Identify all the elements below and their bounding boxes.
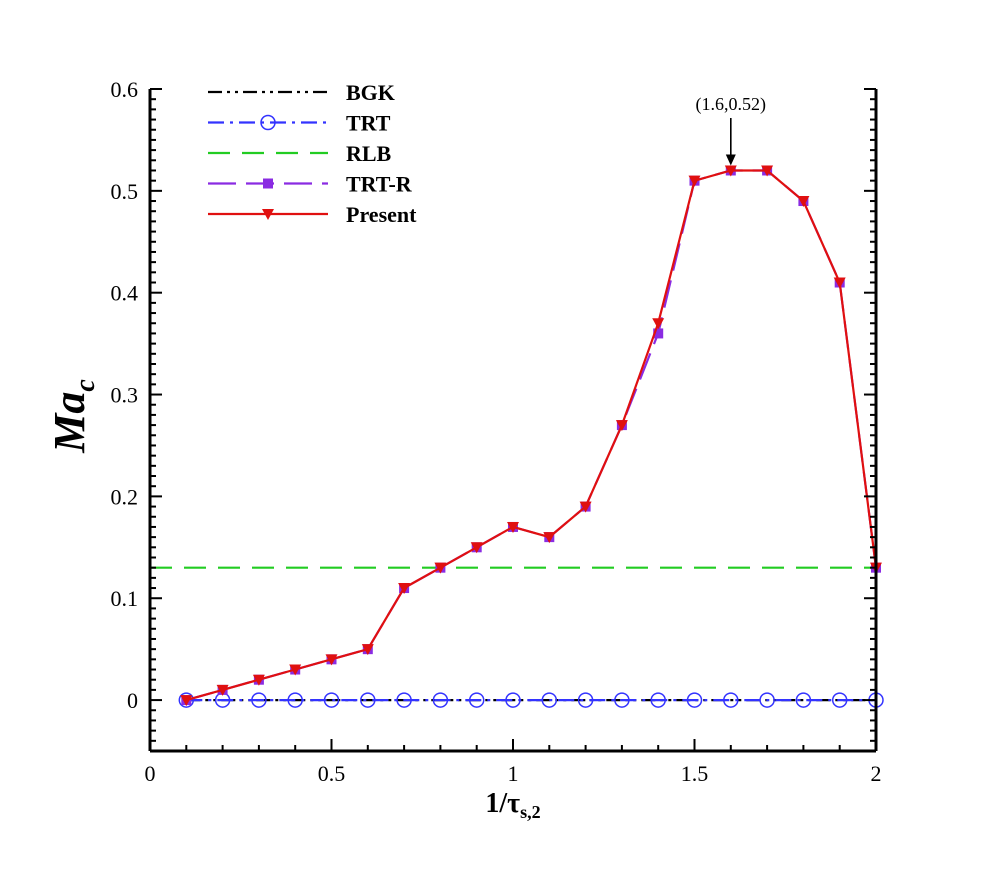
y-tick-label: 0.2 [111, 484, 139, 509]
legend-entry-present: Present [208, 202, 417, 227]
data-point [361, 644, 374, 656]
x-axis-title: 1/τs,2 [485, 788, 540, 822]
annotation-label: (1.6,0.52) [696, 94, 767, 115]
legend-marker [260, 114, 276, 131]
data-point [831, 692, 848, 708]
axes: 0 0.5 1 1.5 2 0 0.1 0.2 0.3 0.4 0.5 0.6 [111, 77, 882, 786]
data-point [287, 692, 303, 708]
series-present [180, 165, 882, 707]
legend-entry-trt: TRT [208, 111, 391, 136]
data-point [180, 695, 193, 707]
legend-marker [262, 209, 274, 220]
y-tick-label: 0.5 [111, 179, 139, 204]
legend-marker [263, 178, 273, 189]
data-point [505, 692, 521, 708]
series-line-present [186, 169, 878, 702]
legend-label: TRT [346, 111, 391, 136]
legend-entry-bgk: BGK [208, 80, 395, 105]
x-tick-label: 1 [508, 761, 519, 786]
legend-label: RLB [346, 141, 392, 166]
data-point [795, 692, 812, 708]
legend: BGK TRT RLB TRT-R Present [208, 80, 417, 227]
data-point [178, 692, 195, 708]
data-point [797, 196, 810, 208]
data-point [833, 277, 846, 289]
x-tick-label: 1.5 [681, 761, 709, 786]
y-tick-label: 0.3 [111, 383, 139, 408]
data-point [650, 692, 666, 708]
data-point [468, 692, 485, 708]
data-point [507, 521, 519, 533]
legend-entry-rlb: RLB [208, 141, 392, 166]
annotation: (1.6,0.52) [696, 94, 767, 166]
data-point [434, 562, 447, 574]
data-point [289, 664, 302, 676]
data-point [323, 692, 340, 708]
x-tick-label: 2 [871, 761, 882, 786]
y-axis-title: Mac [45, 379, 101, 454]
data-point [688, 175, 701, 187]
series-trt [178, 692, 884, 708]
data-point [360, 692, 376, 708]
data-point [216, 684, 229, 696]
data-point [723, 692, 739, 708]
data-point [541, 692, 558, 708]
series-trt-r [181, 165, 881, 706]
data-point [398, 583, 411, 595]
data-point [579, 501, 592, 513]
data-point [759, 692, 775, 708]
data-point [432, 692, 449, 708]
data-point [251, 692, 267, 708]
data-point [686, 692, 703, 708]
legend-label: BGK [346, 80, 395, 105]
data-point [577, 692, 594, 708]
data-point [652, 318, 665, 330]
legend-label: TRT-R [346, 172, 413, 197]
x-tick-label: 0 [145, 761, 156, 786]
x-tick-label: 0.5 [318, 761, 346, 786]
data-point [252, 674, 265, 686]
y-tick-label: 0 [127, 688, 138, 713]
data-point [615, 420, 628, 432]
series-layer [150, 165, 884, 708]
data-point [761, 165, 774, 177]
data-point [470, 542, 483, 554]
annotation-arrow-head [725, 154, 736, 166]
data-point [724, 165, 737, 177]
legend-label: Present [346, 202, 417, 227]
data-point [396, 692, 412, 708]
data-point [614, 692, 630, 708]
data-point [325, 654, 338, 666]
legend-entry-trt-r: TRT-R [208, 172, 413, 197]
y-tick-label: 0.4 [111, 281, 139, 306]
data-point [543, 532, 556, 544]
y-tick-label: 0.6 [111, 77, 139, 102]
series-line-trt-r [186, 169, 878, 702]
data-point [653, 328, 664, 339]
axis-titles: 1/τs,2 Mac [45, 379, 541, 822]
y-tick-label: 0.1 [111, 586, 139, 611]
